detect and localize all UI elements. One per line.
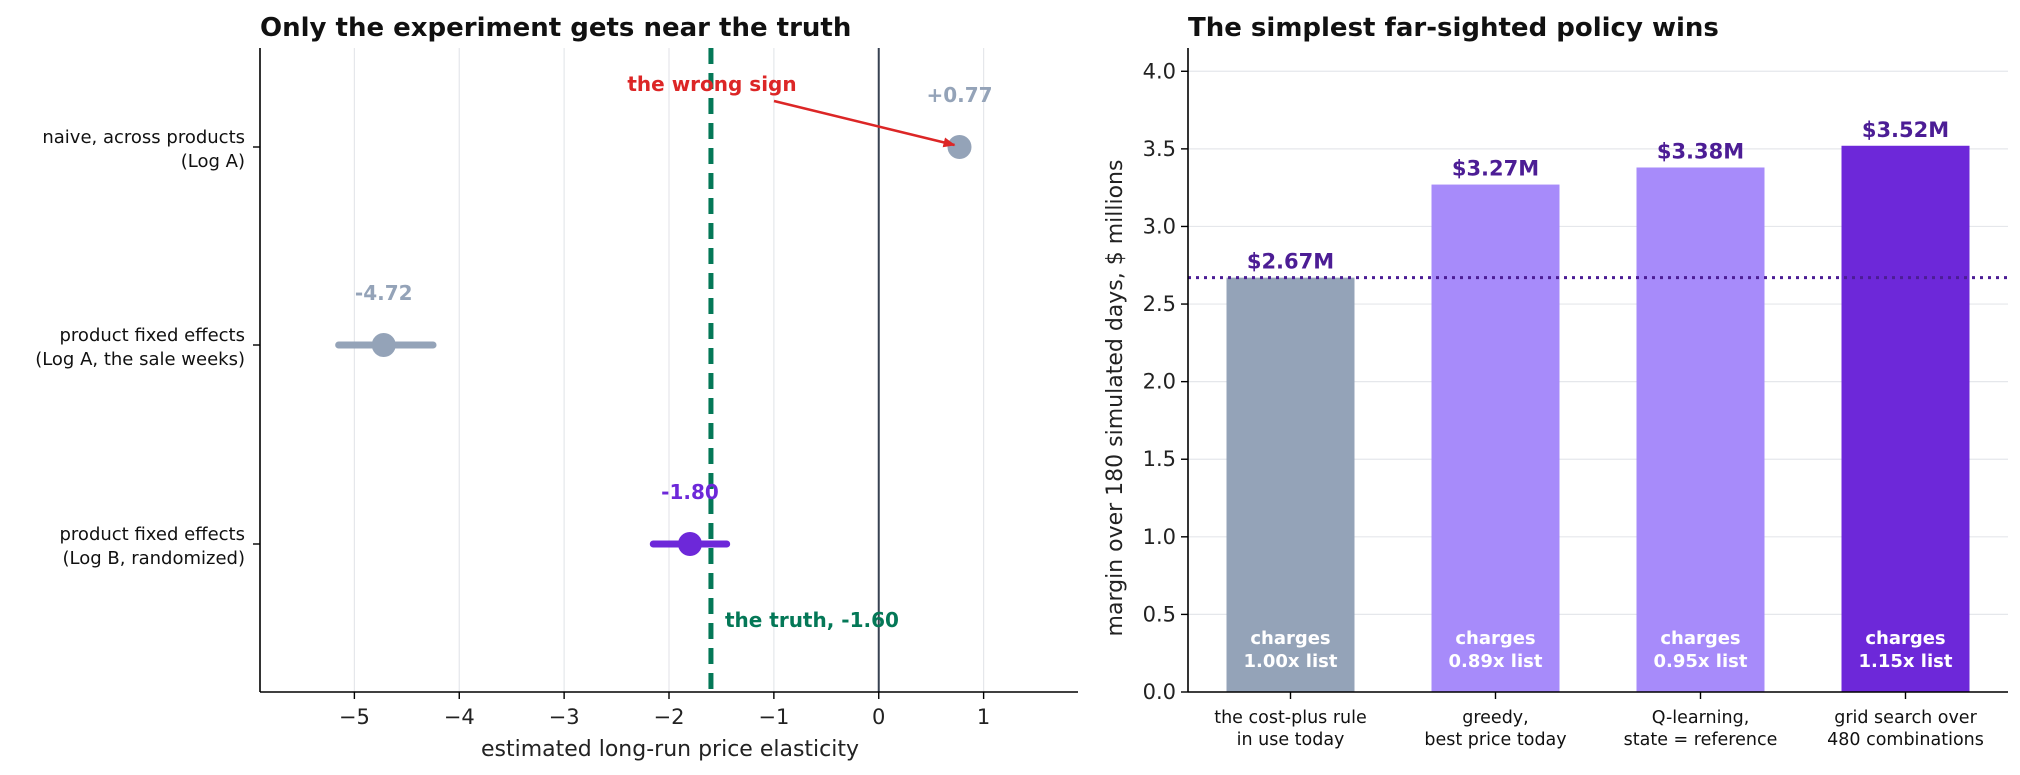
category-label: grid search over — [1834, 708, 1977, 728]
x-tick-label: −2 — [654, 705, 685, 729]
elasticity-reference-lines: the truth, -1.60 — [708, 48, 899, 692]
bar-inner-label: 0.89x list — [1449, 651, 1543, 672]
category-label: naive, across products — [42, 127, 245, 148]
x-tick-label: −5 — [339, 705, 370, 729]
category-label: (Log B, randomized) — [63, 548, 245, 569]
estimate-label: -4.72 — [355, 281, 413, 305]
estimate-label: +0.77 — [926, 83, 992, 107]
bar-value-label: $2.67M — [1247, 250, 1334, 274]
bar-inner-label: charges — [1660, 628, 1740, 649]
y-tick-label: 0.0 — [1143, 680, 1176, 704]
wrong-sign-annotation: the wrong sign — [627, 72, 796, 96]
category-label: best price today — [1424, 730, 1566, 750]
y-tick-label: 4.0 — [1143, 59, 1176, 83]
elasticity-panel: Only the experiment gets near the truth … — [35, 13, 1078, 762]
estimate-label: -1.80 — [661, 480, 719, 504]
elasticity-axes: −5 −4 −3 −2 −1 0 1 — [259, 48, 1078, 729]
truth-label: the truth, -1.60 — [725, 608, 899, 632]
y-tick-label: 3.5 — [1143, 137, 1176, 161]
estimate-point — [371, 333, 396, 357]
policy-panel: The simplest far-sighted policy wins $2.… — [1103, 13, 2008, 750]
y-tick-label: 0.5 — [1143, 602, 1176, 626]
category-label: (Log A, the sale weeks) — [35, 349, 245, 370]
y-tick-label: 1.0 — [1143, 525, 1176, 549]
x-tick-label: −3 — [549, 705, 580, 729]
x-tick-label: −4 — [444, 705, 475, 729]
elasticity-x-axis-label: estimated long-run price elasticity — [481, 737, 859, 762]
bar-inner-label: 1.15x list — [1859, 651, 1953, 672]
policy-bar — [1841, 145, 1970, 692]
estimate-point — [947, 135, 972, 159]
bar-inner-label: charges — [1250, 628, 1330, 649]
bar-value-label: $3.52M — [1862, 118, 1949, 142]
category-label: in use today — [1237, 730, 1345, 750]
category-label: product fixed effects — [60, 524, 246, 545]
policy-chart-title: The simplest far-sighted policy wins — [1188, 13, 1719, 43]
bar-value-label: $3.27M — [1452, 157, 1539, 181]
category-label: product fixed effects — [60, 325, 246, 346]
category-label: the cost-plus rule — [1214, 708, 1367, 728]
elasticity-category-labels: naive, across products (Log A) product fix… — [35, 127, 260, 569]
y-tick-label: 1.5 — [1143, 447, 1176, 471]
category-label: state = reference — [1624, 730, 1778, 750]
bar-inner-label: charges — [1455, 628, 1535, 649]
bar-inner-label: 1.00x list — [1244, 651, 1338, 672]
category-label: greedy, — [1462, 708, 1528, 728]
y-tick-label: 3.0 — [1143, 214, 1176, 238]
bar-value-label: $3.38M — [1657, 139, 1744, 163]
wrong-sign-arrow — [773, 99, 956, 148]
policy-axes: 0.0 0.5 1.0 1.5 2.0 2.5 3.0 3.5 4.0 — [1143, 48, 2008, 704]
elasticity-points: +0.77 -4.72 -1.80 the wrong sign — [335, 72, 993, 556]
y-tick-label: 2.5 — [1143, 292, 1176, 316]
policy-bar — [1636, 167, 1765, 693]
elasticity-chart-title: Only the experiment gets near the truth — [260, 13, 851, 43]
policy-bar — [1226, 277, 1355, 692]
y-tick-label: 2.0 — [1143, 370, 1176, 394]
x-tick-label: 1 — [977, 705, 990, 729]
bar-inner-label: charges — [1865, 628, 1945, 649]
category-label: Q-learning, — [1652, 708, 1750, 728]
x-tick-label: 0 — [872, 705, 885, 729]
x-tick-label: −1 — [758, 705, 789, 729]
bar-inner-label: 0.95x list — [1654, 651, 1748, 672]
category-label: (Log A) — [181, 151, 245, 172]
category-label: 480 combinations — [1827, 730, 1984, 750]
estimate-point — [677, 532, 702, 556]
policy-bar — [1431, 184, 1560, 693]
policy-y-axis-label: margin over 180 simulated days, $ millio… — [1103, 160, 1128, 637]
elasticity-grid — [353, 48, 985, 692]
